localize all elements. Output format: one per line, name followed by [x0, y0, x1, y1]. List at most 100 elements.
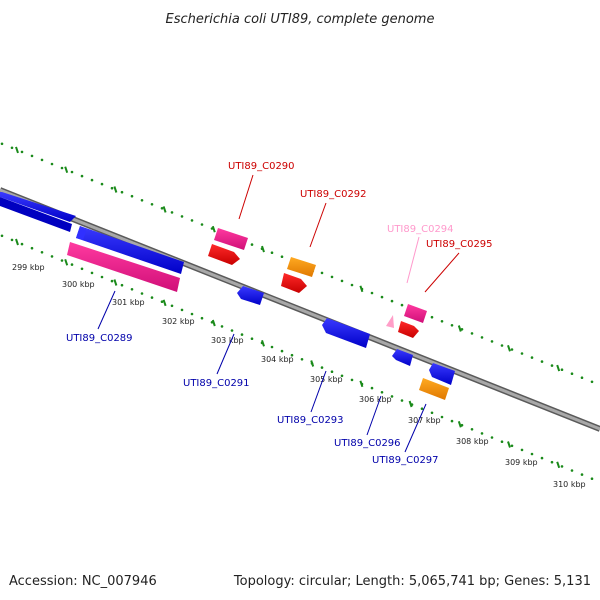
label-c0294[interactable]: UTI89_C0294: [387, 224, 454, 235]
upper-track-dot: [80, 174, 84, 178]
lower-track-dot: [380, 391, 384, 394]
backbone-line: [0, 188, 600, 431]
upper-track-dot: [0, 142, 4, 146]
gene-blue-main[interactable]: [76, 226, 184, 274]
gene-c0289[interactable]: [67, 242, 180, 292]
upper-track-dot: [280, 255, 284, 258]
upper-track-dot: [30, 154, 34, 158]
gene-c0292[interactable]: [287, 257, 316, 277]
upper-track-dot: [110, 186, 114, 190]
upper-track-dot: [170, 211, 174, 214]
leader-c0292: [309, 202, 327, 248]
upper-track-dot: [140, 199, 144, 202]
label-c0297[interactable]: UTI89_C0297: [372, 455, 439, 466]
lower-track-dot: [590, 477, 594, 481]
tick-label-304: 304 kbp: [261, 355, 294, 364]
upper-track-tick: [556, 364, 561, 372]
upper-track-tick: [15, 146, 19, 154]
lower-track-dot: [180, 308, 184, 312]
upper-track-dot: [540, 360, 544, 363]
upper-track-dot: [160, 207, 164, 210]
lower-track-dot: [110, 279, 114, 283]
gene-red-2[interactable]: [281, 273, 307, 293]
upper-track-dot: [150, 203, 154, 206]
lower-track-dot: [230, 329, 234, 332]
leader-c0296: [366, 395, 382, 436]
topology-text: Topology: circular; Length: 5,065,741 bp…: [233, 574, 591, 589]
gene-red-1[interactable]: [208, 244, 240, 265]
lower-track-dot: [20, 242, 24, 246]
lower-track-dot: [140, 292, 144, 295]
lower-track-dot: [220, 325, 224, 328]
lower-track-tick: [359, 380, 364, 388]
upper-track-dot: [20, 150, 24, 154]
lower-track-tick: [162, 299, 167, 307]
lower-track-tick: [408, 400, 413, 408]
gene-c0293[interactable]: [322, 318, 370, 348]
lower-track-dot: [580, 473, 584, 476]
lower-track-tick: [15, 238, 19, 246]
upper-track-dot: [440, 320, 444, 323]
gene-partial-blue-shade: [0, 197, 72, 232]
tick-label-310: 310 kbp: [553, 480, 586, 489]
label-c0291[interactable]: UTI89_C0291: [183, 378, 250, 389]
gene-c0296[interactable]: [392, 349, 413, 366]
gene-c0294[interactable]: [386, 315, 394, 328]
lower-track-dot: [10, 238, 14, 242]
lower-track-dot: [250, 337, 254, 341]
lower-track-dot: [420, 407, 424, 411]
gene-c0297[interactable]: [419, 378, 449, 400]
lower-track-tick: [261, 339, 265, 347]
upper-track-dot: [580, 376, 584, 380]
upper-track-tick: [113, 186, 118, 193]
lower-track-dot: [130, 288, 134, 291]
lower-track-dot: [240, 333, 244, 336]
upper-track-dot: [570, 372, 574, 376]
upper-track-dot: [320, 271, 324, 275]
lower-track-dot: [70, 263, 74, 266]
label-c0293[interactable]: UTI89_C0293: [277, 415, 344, 426]
upper-track-dot: [270, 251, 274, 254]
label-c0292[interactable]: UTI89_C0292: [300, 189, 367, 200]
lower-track-dot: [280, 349, 284, 353]
lower-track-dot: [330, 370, 334, 374]
gene-c0290[interactable]: [214, 228, 248, 250]
gene-features: [0, 192, 455, 400]
lower-track-tick: [113, 279, 118, 286]
upper-track-dot: [490, 340, 494, 343]
gene-partial-blue[interactable]: [0, 192, 76, 222]
lower-track-dot: [440, 415, 444, 419]
label-leaders: [97, 174, 460, 453]
leader-c0295: [424, 252, 460, 293]
gene-red-3[interactable]: [398, 321, 419, 338]
upper-track-dot: [560, 368, 564, 372]
gene-c0291[interactable]: [237, 286, 264, 305]
label-c0295[interactable]: UTI89_C0295: [426, 239, 493, 250]
lower-track-tick: [211, 319, 216, 327]
lower-track-dot: [400, 399, 404, 402]
lower-track-dot: [300, 358, 304, 361]
map-title: Escherichia coli UTI89, complete genome: [166, 12, 435, 27]
upper-track-dot: [70, 170, 74, 174]
gene-c0295-pink[interactable]: [404, 304, 427, 323]
lower-track-dot: [570, 469, 574, 472]
tick-label-307: 307 kbp: [408, 416, 441, 425]
upper-track-tick: [162, 206, 167, 213]
lower-track-dot: [200, 316, 204, 320]
upper-track-dot: [120, 190, 124, 194]
label-c0296[interactable]: UTI89_C0296: [334, 438, 401, 449]
gene-blue-main-tip: [76, 226, 86, 240]
label-c0289[interactable]: UTI89_C0289: [66, 333, 133, 344]
upper-track-dot: [460, 328, 464, 331]
leader-c0291: [216, 333, 235, 375]
lower-track-dot: [480, 432, 484, 435]
lower-track-dot: [0, 234, 4, 238]
upper-track-dot: [590, 380, 594, 384]
label-c0290[interactable]: UTI89_C0290: [228, 161, 295, 172]
lower-track-dot: [60, 259, 64, 262]
lower-track-dot: [450, 419, 454, 423]
lower-track-dot: [100, 275, 104, 279]
gene-c0297-blue[interactable]: [429, 363, 455, 385]
lower-track-dot: [290, 353, 294, 357]
